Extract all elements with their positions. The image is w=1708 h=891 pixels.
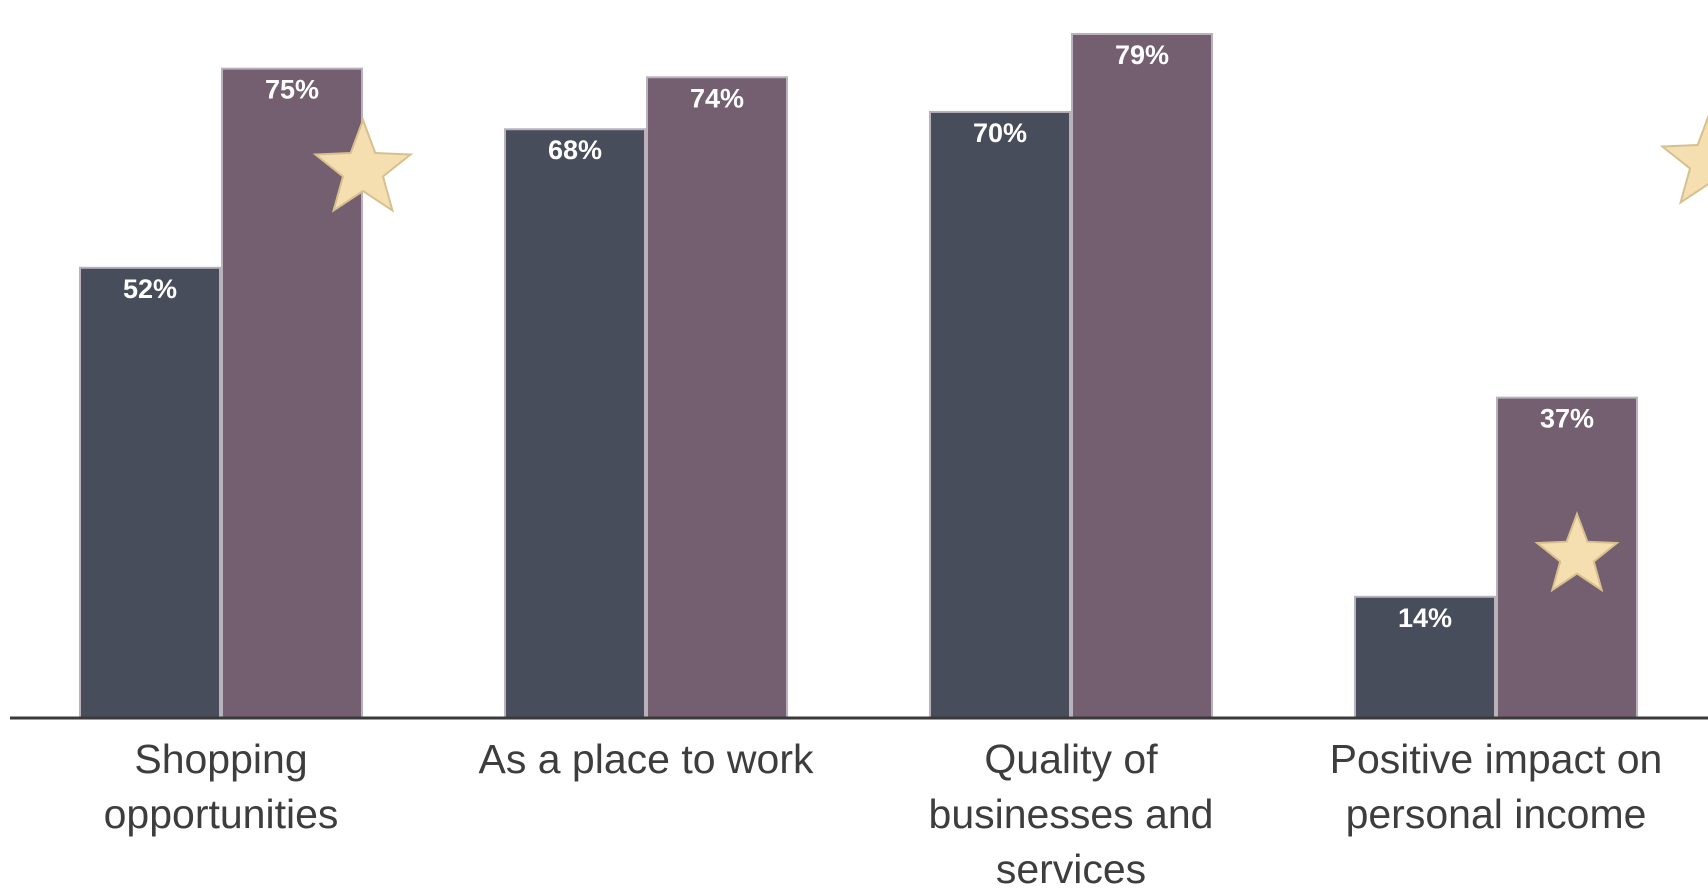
data-label-s2-1: 74% [690,83,744,113]
category-label-3-line-0: Positive impact on [1330,736,1663,782]
data-label-s1-3: 14% [1398,603,1452,633]
data-label-s1-1: 68% [548,135,602,165]
star-icon [1659,114,1708,205]
category-label-0-line-1: opportunities [104,791,339,837]
bar-s1-1 [504,128,646,720]
bar-s2-0 [221,67,363,719]
category-label-0-line-0: Shopping [134,736,307,782]
data-label-s2-2: 79% [1115,40,1169,70]
data-label-s1-2: 70% [973,118,1027,148]
star-icon [1534,511,1620,593]
data-label-s2-0: 75% [265,75,319,105]
bar-s1-2 [929,110,1071,719]
data-label-s1-0: 52% [123,274,177,304]
data-label-s2-3: 37% [1540,404,1594,434]
bar-s2-2 [1071,33,1213,719]
star-icon [312,117,414,213]
bar-s1-3 [1354,595,1496,719]
bar-s1-0 [79,266,221,719]
category-label-2-line-1: businesses and [929,791,1214,837]
category-label-1-line-0: As a place to work [479,736,814,782]
category-label-2-line-0: Quality of [984,736,1158,782]
bar-s2-1 [646,76,788,719]
category-label-3-line-1: personal income [1346,791,1647,837]
category-label-2-line-2: services [996,846,1146,891]
